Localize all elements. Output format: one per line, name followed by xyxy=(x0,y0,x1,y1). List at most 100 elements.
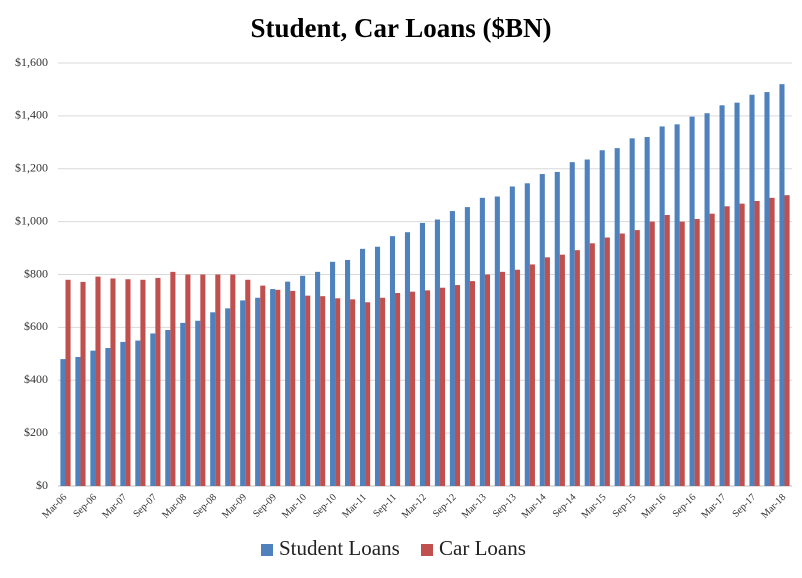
bar xyxy=(195,320,201,486)
bar xyxy=(225,308,231,486)
x-tick-label: Sep-08 xyxy=(191,492,219,520)
bar xyxy=(335,298,341,486)
bar xyxy=(419,222,425,486)
bar xyxy=(749,94,755,486)
y-tick-label: $200 xyxy=(24,425,48,439)
bar xyxy=(769,197,775,487)
bar xyxy=(569,162,575,486)
bar xyxy=(95,276,101,486)
bar xyxy=(404,232,411,486)
chart-title: Student, Car Loans ($BN) xyxy=(250,13,551,43)
bar xyxy=(784,195,790,486)
bar xyxy=(634,230,640,486)
x-tick-label: Sep-12 xyxy=(431,492,459,520)
x-tick-label: Sep-10 xyxy=(311,492,339,520)
bar xyxy=(469,281,476,486)
bar xyxy=(479,197,485,487)
x-tick-label: Mar-14 xyxy=(520,492,549,521)
bar xyxy=(300,275,306,486)
bar xyxy=(529,264,535,486)
bar xyxy=(559,254,565,486)
bar xyxy=(140,279,146,486)
bar xyxy=(125,279,131,486)
bar xyxy=(270,289,276,486)
x-tick-label: Mar-06 xyxy=(40,492,69,521)
bar xyxy=(754,201,760,486)
bar xyxy=(679,221,685,486)
bar xyxy=(494,196,500,486)
bar xyxy=(410,291,416,486)
bar xyxy=(285,281,291,486)
x-tick-label: Mar-08 xyxy=(160,492,189,521)
bar xyxy=(659,126,665,486)
bar xyxy=(350,299,356,486)
bar xyxy=(649,221,655,486)
bar xyxy=(544,257,550,486)
bar xyxy=(709,213,715,486)
bar xyxy=(734,102,740,486)
bar xyxy=(255,297,261,486)
legend-label: Car Loans xyxy=(439,536,526,560)
y-tick-label: $600 xyxy=(24,319,48,333)
x-tick-label: Sep-06 xyxy=(71,492,99,520)
legend-swatch xyxy=(261,544,273,556)
bar xyxy=(389,236,396,486)
bar xyxy=(105,347,111,486)
y-tick-label: $800 xyxy=(24,266,48,280)
bar xyxy=(320,296,326,486)
bar xyxy=(539,174,545,486)
y-tick-label: $400 xyxy=(24,372,48,386)
bar xyxy=(374,246,381,486)
bar xyxy=(200,274,206,486)
bar xyxy=(454,285,461,486)
bar xyxy=(215,274,221,486)
bar xyxy=(80,281,86,486)
y-tick-label: $1,400 xyxy=(15,108,48,122)
bar xyxy=(434,219,440,486)
bar xyxy=(60,359,66,486)
x-tick-label: Sep-07 xyxy=(131,492,159,520)
bar xyxy=(779,84,785,487)
bar xyxy=(614,148,620,486)
x-tick-label: Mar-13 xyxy=(460,492,489,521)
bar xyxy=(240,300,246,486)
bar xyxy=(110,278,116,486)
y-tick-label: $1,600 xyxy=(15,55,48,69)
x-tick-label: Sep-17 xyxy=(730,492,758,520)
bar xyxy=(604,237,610,486)
bar xyxy=(210,312,216,486)
bar xyxy=(629,138,635,487)
bar xyxy=(330,261,336,486)
bar xyxy=(674,124,680,487)
x-tick-label: Sep-13 xyxy=(491,492,519,520)
bar xyxy=(120,341,126,486)
bar xyxy=(65,279,71,486)
bar xyxy=(439,287,446,486)
x-tick-label: Mar-07 xyxy=(100,492,129,521)
bar xyxy=(135,340,141,486)
bar xyxy=(484,274,491,486)
bar xyxy=(464,207,470,486)
bar xyxy=(499,271,505,486)
x-tick-label: Mar-15 xyxy=(580,492,609,521)
bar xyxy=(584,159,590,486)
x-tick-label: Mar-12 xyxy=(400,492,429,521)
bar xyxy=(694,218,700,486)
bar xyxy=(689,116,695,486)
bar xyxy=(644,137,650,486)
bar xyxy=(365,302,371,486)
bar xyxy=(509,186,515,486)
bar xyxy=(739,203,745,486)
bar xyxy=(305,295,311,486)
bar xyxy=(170,271,176,486)
bar xyxy=(719,105,725,487)
x-tick-label: Mar-11 xyxy=(340,492,369,521)
x-tick-label: Sep-14 xyxy=(551,492,579,520)
bar xyxy=(764,92,770,487)
y-tick-label: $0 xyxy=(36,478,48,492)
bar xyxy=(425,290,431,486)
bar xyxy=(290,290,296,486)
bar xyxy=(619,233,625,486)
x-tick-label: Sep-11 xyxy=(371,492,399,520)
bar xyxy=(150,333,156,486)
